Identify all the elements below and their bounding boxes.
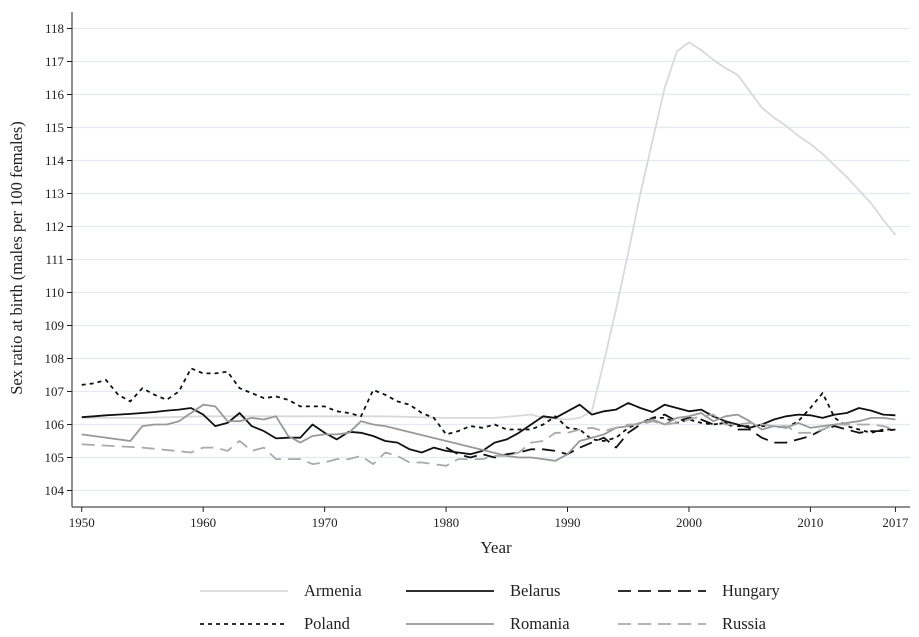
series-lines (81, 41, 897, 467)
y-tick-label: 113 (45, 186, 64, 201)
y-tick-label: 112 (45, 219, 64, 234)
series-line-armenia (81, 41, 897, 421)
y-tick-label: 117 (45, 54, 65, 69)
x-tick-label: 1990 (555, 515, 581, 530)
y-tick-label: 118 (45, 21, 64, 36)
x-tick-label: 1950 (69, 515, 95, 530)
series-line-poland (81, 367, 896, 442)
legend-label-hungary: Hungary (722, 581, 780, 600)
series-line-russia (81, 413, 896, 467)
y-tick-label: 110 (45, 285, 64, 300)
axis-lines (71, 12, 910, 508)
series-line-belarus (81, 402, 896, 456)
x-axis-label: Year (480, 538, 512, 557)
y-tick-label: 116 (45, 87, 65, 102)
legend: Armenia Belarus Hungary Poland Romania Russia (200, 581, 780, 633)
y-tick-label: 106 (45, 417, 65, 432)
x-tick-label: 2017 (882, 515, 909, 530)
legend-label-belarus: Belarus (510, 581, 560, 600)
y-tick-label: 104 (45, 483, 65, 498)
y-tick-label: 111 (45, 252, 64, 267)
y-tick-label: 109 (45, 318, 65, 333)
series-line-romania (81, 403, 896, 462)
y-tick-label: 108 (45, 351, 65, 366)
x-tick-label: 2010 (797, 515, 823, 530)
legend-label-russia: Russia (722, 614, 767, 633)
legend-label-armenia: Armenia (304, 581, 362, 600)
y-tick-label: 114 (45, 153, 65, 168)
legend-label-poland: Poland (304, 614, 351, 633)
x-axis: 1950 1960 1970 1980 1990 2000 2010 2017 (69, 507, 909, 530)
gridlines (72, 27, 910, 492)
x-tick-label: 1960 (190, 515, 216, 530)
legend-label-romania: Romania (510, 614, 570, 633)
y-tick-label: 105 (45, 450, 65, 465)
x-tick-label: 2000 (676, 515, 702, 530)
y-tick-label: 107 (45, 384, 65, 399)
x-tick-label: 1980 (433, 515, 459, 530)
y-tick-label: 115 (45, 120, 64, 135)
x-tick-label: 1970 (312, 515, 338, 530)
y-axis-label: Sex ratio at birth (males per 100 female… (7, 121, 26, 395)
y-axis: 104 105 106 107 108 109 110 111 112 113 114 115 116 1… (45, 21, 72, 498)
